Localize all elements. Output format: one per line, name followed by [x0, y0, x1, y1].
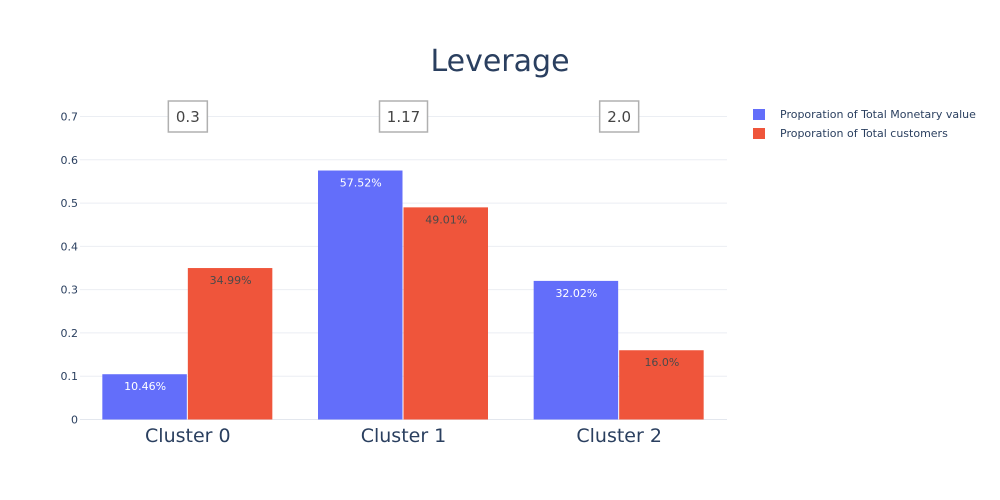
bar-value-label: 57.52% — [340, 177, 382, 190]
bar-value-label: 32.02% — [555, 287, 597, 300]
annotation-text: 2.0 — [607, 108, 631, 126]
y-tick-label: 0.3 — [61, 284, 79, 297]
legend-swatch — [753, 128, 765, 139]
y-tick-label: 0.2 — [61, 327, 79, 340]
bar-labels: 10.46% 34.99% 57.52% 49.01% 32.02% 16.0% — [124, 177, 679, 394]
legend-swatch — [753, 109, 765, 120]
bar-series1-cluster-2[interactable] — [619, 350, 704, 420]
legend-label: Proporation of Total Monetary value — [780, 108, 976, 121]
x-tick-label: Cluster 1 — [361, 425, 447, 447]
annotation-text: 0.3 — [176, 108, 200, 126]
y-tick-label: 0.7 — [61, 111, 79, 124]
x-tick-label: Cluster 2 — [576, 425, 662, 447]
bars — [102, 170, 704, 420]
annotation-box — [598, 100, 640, 133]
legend-item-0[interactable]: Proporation of Total Monetary value — [753, 108, 976, 121]
y-tick-label: 0.4 — [61, 240, 79, 253]
y-tick-label: 0 — [71, 414, 78, 427]
bar-value-label: 16.0% — [644, 356, 679, 369]
bar-series1-cluster-0[interactable] — [187, 268, 273, 420]
legend-item-1[interactable]: Proporation of Total customers — [753, 127, 948, 140]
bar-value-label: 49.01% — [425, 213, 467, 226]
annotation-text: 1.17 — [387, 108, 420, 126]
y-tick-label: 0.1 — [61, 370, 79, 383]
y-axis-ticks: 0 0.1 0.2 0.3 0.4 0.5 0.6 0.7 — [61, 111, 79, 427]
x-tick-label: Cluster 0 — [145, 425, 231, 447]
annotation-box — [167, 100, 209, 133]
bar-series0-cluster-0[interactable] — [102, 374, 187, 420]
bar-value-label: 34.99% — [210, 274, 252, 287]
bar-value-label: 10.46% — [124, 380, 166, 393]
y-tick-label: 0.5 — [61, 197, 79, 210]
legend[interactable]: Proporation of Total Monetary value Propo… — [753, 108, 976, 140]
bar-series1-cluster-1[interactable] — [403, 207, 489, 420]
y-tick-label: 0.6 — [61, 154, 79, 167]
annotation-box — [378, 100, 429, 133]
chart-title: Leverage — [430, 44, 569, 79]
x-axis-ticks: Cluster 0 Cluster 1 Cluster 2 — [145, 425, 662, 447]
bar-series0-cluster-2[interactable] — [533, 280, 619, 420]
ratio-annotations: 0.3 1.17 2.0 — [167, 100, 640, 133]
legend-label: Proporation of Total customers — [780, 127, 948, 140]
bar-series0-cluster-1[interactable] — [318, 170, 403, 420]
